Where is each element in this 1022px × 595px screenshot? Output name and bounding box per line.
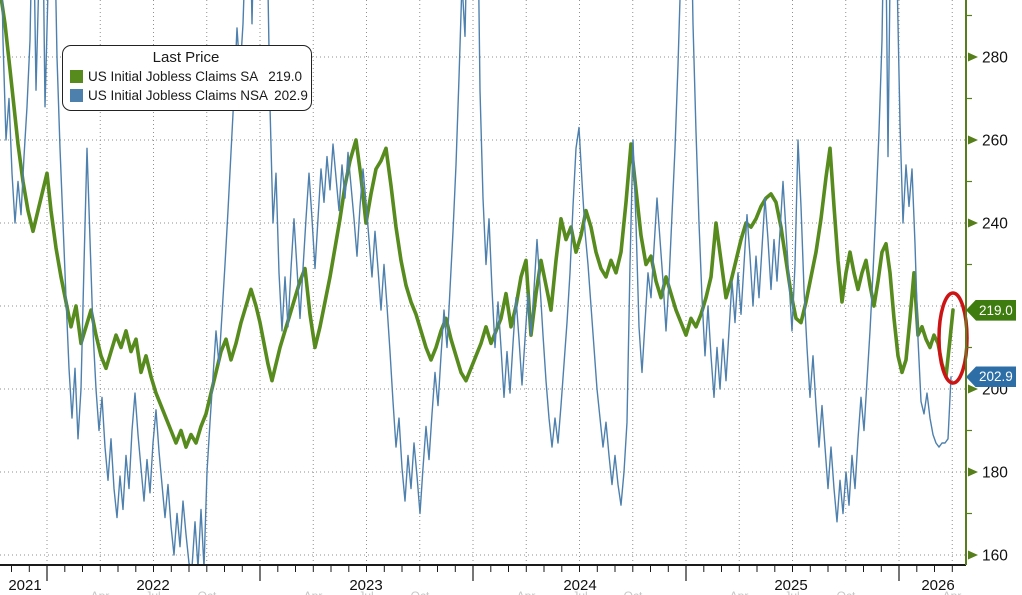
legend-value-nsa: 202.9 bbox=[274, 88, 308, 103]
x-axis-year-2026: 2026 bbox=[921, 577, 954, 594]
x-axis-month-faint: Apr bbox=[517, 589, 536, 595]
legend-swatch-sa-icon bbox=[70, 70, 83, 83]
x-axis-month-faint: Apr bbox=[304, 589, 323, 595]
y-axis-label-180: 180 bbox=[982, 465, 1008, 482]
legend-row-nsa: US Initial Jobless Claims NSA 202.9 bbox=[70, 86, 308, 105]
y-tick-arrow-icon bbox=[968, 135, 978, 145]
y-tick-arrow-icon bbox=[968, 550, 978, 560]
x-axis-month-faint: Oct bbox=[411, 589, 430, 595]
series-line-sa bbox=[0, 0, 955, 449]
x-axis-year-2021: 2021 bbox=[8, 577, 41, 594]
y-tick-arrow-icon bbox=[968, 218, 978, 228]
y-tick-arrow-icon bbox=[968, 52, 978, 62]
x-axis-year-2022: 2022 bbox=[136, 577, 169, 594]
last-price-badge-nsa: 202.9 bbox=[966, 366, 1016, 388]
x-axis-month-faint: Oct bbox=[837, 589, 856, 595]
x-axis-month-faint: Apr bbox=[943, 589, 962, 595]
legend-label-nsa: US Initial Jobless Claims NSA bbox=[88, 88, 269, 103]
series-line-nsa bbox=[1, 0, 952, 565]
legend-row-sa: US Initial Jobless Claims SA 219.0 bbox=[70, 67, 302, 86]
series-lines bbox=[0, 0, 955, 565]
y-axis-label-260: 260 bbox=[982, 133, 1008, 150]
x-axis-month-faint: Jul bbox=[784, 589, 799, 595]
legend-value-sa: 219.0 bbox=[268, 69, 302, 84]
y-tick-arrow-icon bbox=[968, 467, 978, 477]
y-tick-arrow-icon bbox=[968, 384, 978, 394]
x-axis-month-faint: Oct bbox=[198, 589, 217, 595]
y-axis-label-280: 280 bbox=[982, 50, 1008, 67]
x-axis-month-faint: Apr bbox=[730, 589, 749, 595]
legend-box: Last Price US Initial Jobless Claims SA … bbox=[62, 45, 312, 111]
x-axis-month-faint: Jul bbox=[572, 589, 587, 595]
x-axis-year-2024: 2024 bbox=[563, 577, 596, 594]
x-axis-month-faint: Jul bbox=[358, 589, 373, 595]
x-axis: 202120222023202420252026AprJulOctAprJulO… bbox=[0, 564, 966, 595]
x-axis-month-faint: Oct bbox=[624, 589, 643, 595]
x-axis-year-2023: 2023 bbox=[349, 577, 382, 594]
x-axis-month-faint: Apr bbox=[91, 589, 110, 595]
x-axis-year-2025: 2025 bbox=[774, 577, 807, 594]
last-price-badge-sa: 219.0 bbox=[966, 299, 1016, 321]
legend-swatch-nsa-icon bbox=[70, 89, 83, 102]
x-axis-month-faint: Jul bbox=[145, 589, 160, 595]
y-axis-label-160: 160 bbox=[982, 548, 1008, 565]
y-axis-label-240: 240 bbox=[982, 216, 1008, 233]
legend-label-sa: US Initial Jobless Claims SA bbox=[88, 69, 259, 84]
legend-title: Last Price bbox=[152, 49, 220, 66]
